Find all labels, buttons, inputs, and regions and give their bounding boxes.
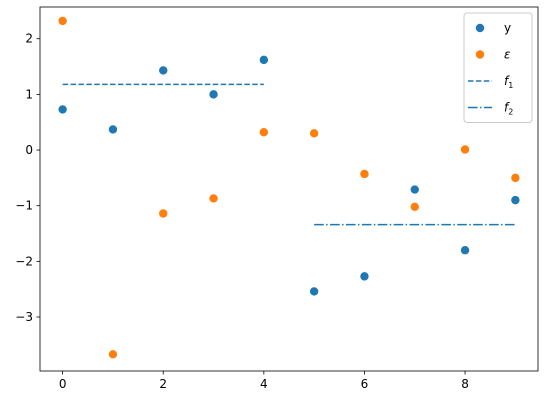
data-point (58, 16, 67, 26)
data-point (360, 169, 369, 179)
plot-area-background (40, 7, 538, 371)
data-point (410, 202, 419, 212)
data-point (108, 125, 118, 134)
legend-label-main: f (504, 101, 510, 115)
data-point (309, 287, 319, 296)
data-point (159, 209, 168, 218)
x-tick-label: 2 (159, 377, 167, 391)
series-epsilon-points (58, 16, 520, 359)
legend-label: f2 (504, 101, 513, 117)
y-tick-label: −1 (15, 199, 33, 213)
y-tick-label: 2 (25, 32, 33, 46)
data-point (108, 350, 118, 359)
data-point (159, 66, 168, 75)
legend-box (463, 12, 533, 123)
legend-label-subscript: 2 (508, 108, 513, 117)
data-point (511, 195, 520, 205)
data-point (460, 246, 470, 255)
x-tick-label: 8 (461, 377, 469, 391)
x-tick-label: 6 (361, 377, 369, 391)
data-point (360, 272, 369, 281)
legend-label-subscript: 1 (508, 81, 513, 90)
legend-label: y (504, 21, 511, 35)
data-point (460, 145, 470, 154)
data-point (209, 90, 218, 99)
series-y-points (58, 55, 520, 296)
series-layer (58, 16, 520, 359)
y-tick-label: 1 (25, 87, 33, 101)
y-tick-label: 0 (25, 143, 33, 157)
legend-marker (475, 23, 485, 33)
legend-label-main: f (504, 74, 510, 88)
data-point (309, 129, 319, 138)
legend-label: f1 (504, 74, 513, 90)
y-tick-label: −2 (15, 254, 33, 268)
data-point (259, 128, 269, 137)
x-tick-label: 4 (260, 377, 268, 391)
plot-area-frame (39, 6, 539, 372)
data-point (410, 185, 419, 194)
data-point (209, 194, 218, 203)
data-point (511, 173, 520, 183)
y-tick-label: −3 (15, 310, 33, 324)
legend-label: ε (504, 48, 511, 62)
data-point (58, 105, 67, 114)
x-tick-label: 0 (59, 377, 67, 391)
data-point (259, 55, 269, 65)
legend-marker (475, 50, 485, 59)
axis-ticks: 0 2 4 6 8 −3 −2 −1 0 1 2 (15, 32, 469, 391)
